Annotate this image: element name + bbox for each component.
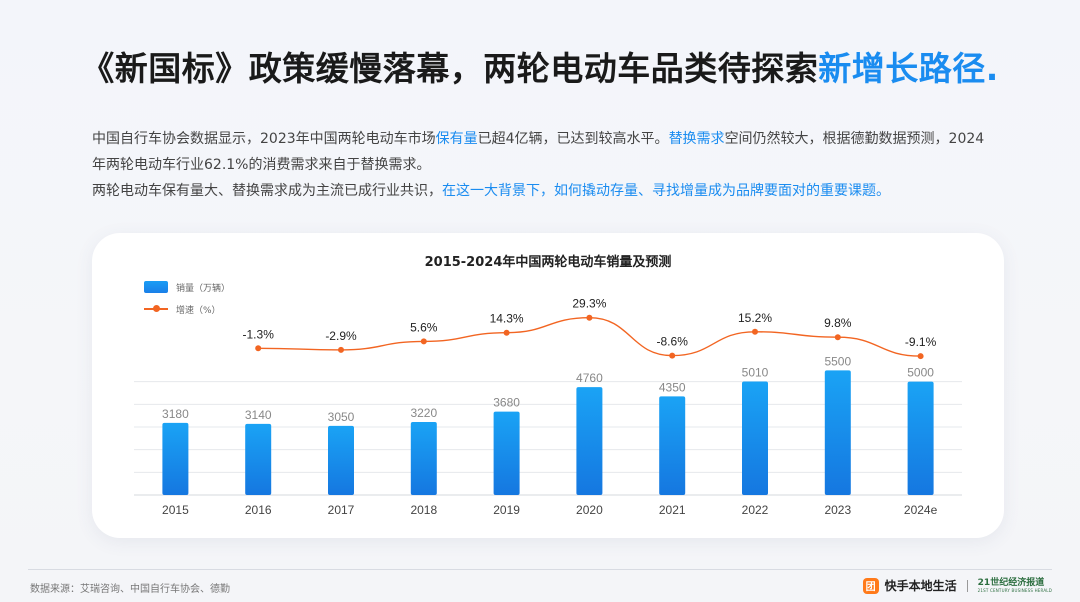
headline-highlight: 新增长路径. [818, 49, 999, 88]
legend-bar-swatch [144, 281, 168, 293]
bar-value-label: 5000 [907, 366, 934, 380]
legend-item-bar: 销量（万辆） [144, 276, 230, 298]
x-tick-label: 2015 [162, 503, 189, 517]
x-tick-label: 2016 [245, 503, 272, 517]
chart-plot: 3180 2015 3140 2016 3050 2017 3220 2018 3680 2019… [134, 297, 962, 517]
x-tick-label: 2017 [328, 503, 355, 517]
bar-2018 [410, 422, 437, 495]
intro-p2-highlight: 在这一大背景下，如何撬动存量、寻找增量成为品牌要面对的重要课题。 [442, 183, 890, 199]
growth-point-2018 [420, 338, 427, 345]
footer-divider [28, 569, 1052, 570]
chart-title: 2015-2024年中国两轮电动车销量及预测 [424, 255, 672, 270]
growth-label: 14.3% [490, 312, 524, 326]
bar-2016 [245, 423, 272, 495]
bar-2015 [162, 422, 189, 495]
growth-point-2019 [503, 329, 510, 336]
growth-point-2017 [338, 346, 344, 353]
intro-p1-c: 空间仍然较大，根据德勤数据预测，2024年两轮电动车行业62.1%的消费需求来自… [92, 131, 985, 173]
x-tick-label: 2022 [742, 503, 769, 517]
intro-p1-highlight-2: 替换需求 [668, 131, 725, 147]
growth-point-2016 [255, 345, 262, 352]
growth-label: 29.3% [572, 297, 606, 311]
partner-logo: 21世纪经济报道 21ST CENTURY BUSINESS HERALD [977, 577, 1052, 593]
bar-value-label: 4350 [659, 380, 686, 394]
growth-label: -9.1% [905, 335, 937, 349]
intro-paragraph-1: 中国自行车协会数据显示，2023年中国两轮电动车市场保有量已超4亿辆，已达到较高… [92, 126, 992, 178]
legend-item-line: 增速（%） [144, 298, 230, 320]
legend-line-swatch [144, 304, 168, 314]
bar-value-label: 5500 [824, 354, 851, 368]
bar-value-label: 3680 [493, 396, 520, 410]
growth-label: 15.2% [738, 311, 772, 325]
x-tick-label: 2018 [410, 503, 437, 517]
bar-value-label: 3220 [410, 406, 437, 420]
intro-text: 中国自行车协会数据显示，2023年中国两轮电动车市场保有量已超4亿辆，已达到较高… [92, 126, 992, 204]
growth-label: -2.9% [325, 329, 357, 343]
growth-point-2021 [669, 352, 676, 359]
x-tick-label: 2021 [659, 503, 686, 517]
bar-2022 [742, 381, 768, 495]
x-tick-label: 2024e [904, 503, 938, 517]
legend-bar-label: 销量（万辆） [176, 283, 231, 294]
growth-point-2022 [752, 328, 758, 335]
bar-value-label: 3140 [245, 408, 272, 422]
intro-paragraph-2: 两轮电动车保有量大、替换需求成为主流已成行业共识，在这一大背景下，如何撬动存量、… [92, 178, 992, 204]
growth-point-2024e [917, 353, 924, 360]
bar-2017 [328, 425, 354, 495]
growth-label: -8.6% [657, 335, 689, 349]
growth-label: 5.6% [410, 320, 438, 334]
growth-point-2023 [834, 334, 841, 341]
partner-subtitle: 21ST CENTURY BUSINESS HERALD [977, 587, 1052, 593]
headline-main: 《新国标》政策缓慢落幕，两轮电动车品类待探索 [81, 49, 819, 88]
bar-2021 [659, 396, 686, 495]
growth-line [258, 316, 921, 357]
x-tick-label: 2020 [576, 503, 603, 517]
intro-p2-a: 两轮电动车保有量大、替换需求成为主流已成行业共识， [92, 183, 442, 199]
x-tick-label: 2019 [493, 503, 520, 517]
bar-value-label: 4760 [576, 371, 603, 385]
brand-name: 快手本地生活 [884, 579, 957, 593]
growth-label: 9.8% [824, 316, 852, 330]
chart-legend: 销量（万辆） 增速（%） [144, 276, 230, 320]
partner-name: 21世纪经济报道 [977, 577, 1045, 588]
data-source: 数据来源：艾瑞咨询、中国自行车协会、德勤 [30, 584, 230, 595]
bar-2019 [493, 411, 520, 495]
intro-p1-a: 中国自行车协会数据显示，2023年中国两轮电动车市场 [92, 131, 436, 147]
legend-line-label: 增速（%） [176, 305, 221, 316]
bar-value-label: 3050 [328, 410, 355, 424]
bar-value-label: 5010 [742, 365, 769, 379]
bar-2024e [907, 381, 934, 495]
chart-card: 3180 2015 3140 2016 3050 2017 3220 2018 3680 2019… [92, 233, 1004, 538]
page-headline: 《新国标》政策缓慢落幕，两轮电动车品类待探索新增长路径. [0, 42, 1080, 90]
growth-point-2020 [586, 314, 593, 321]
brand-logos: 团 快手本地生活 21世纪经济报道 21ST CENTURY BUSINESS … [862, 577, 1052, 594]
growth-label: -1.3% [243, 327, 275, 341]
kuaishou-logo-icon: 团 [862, 577, 879, 594]
bar-value-label: 3180 [162, 407, 189, 421]
bar-2020 [576, 387, 603, 495]
bar-2023 [824, 370, 851, 495]
x-tick-label: 2023 [824, 503, 851, 517]
intro-p1-b: 已超4亿辆，已达到较高水平。 [477, 131, 669, 147]
brand-separator [966, 579, 968, 592]
intro-p1-highlight-1: 保有量 [435, 131, 478, 147]
